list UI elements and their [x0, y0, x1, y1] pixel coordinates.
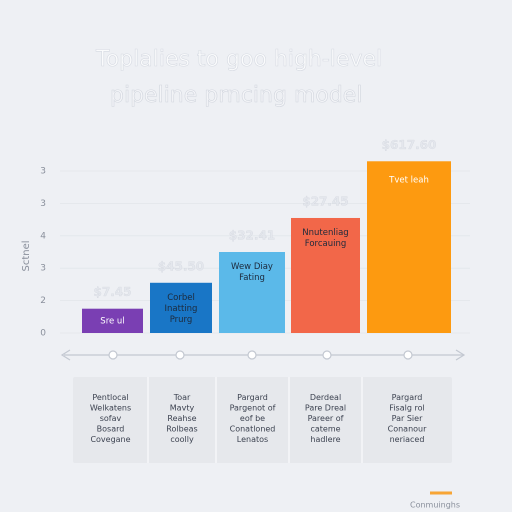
- text-line: Fisalg rol: [389, 403, 424, 412]
- price-annotation: $617.60: [382, 138, 437, 152]
- multiline-text: Wew Diay Fating: [231, 262, 273, 283]
- y-tick-label: 3: [40, 199, 46, 209]
- text-line: Prurg: [170, 314, 193, 324]
- text-line: Reahse: [167, 414, 196, 423]
- text-line: Pargenot of: [230, 403, 276, 412]
- price-annotation: $32.41: [229, 229, 275, 243]
- text-line: Toar: [173, 393, 191, 402]
- text-line: Sre ul: [100, 316, 124, 326]
- text-line: Nnutenliag: [302, 227, 348, 237]
- y-tick-label: 2: [40, 296, 46, 306]
- y-axis-label: Sctnel: [21, 240, 32, 271]
- text-line: sofav: [100, 414, 122, 423]
- text-line: Welkatens: [90, 403, 131, 412]
- multiline-text: Sre ul: [100, 316, 124, 326]
- bar: [150, 282, 212, 333]
- y-tick-label: 3: [40, 167, 46, 177]
- bar: [82, 308, 143, 333]
- text-line: Pare Dreal: [305, 403, 346, 412]
- text-line: Corbel: [167, 292, 195, 302]
- text-line: Pargard: [237, 393, 268, 402]
- text-line: Pareer of: [308, 414, 344, 423]
- title-line: Toplalies to goo high-level: [95, 47, 382, 72]
- text-line: Inatting: [165, 303, 198, 313]
- multiline-text: Derdeal Pare Dreal Pareer of cateme hadlere: [305, 393, 346, 444]
- price-annotation: $27.45: [302, 194, 348, 208]
- timeline-dot: [108, 350, 118, 360]
- text-line: coolly: [170, 435, 194, 444]
- multiline-text: Corbel Inatting Prurg: [165, 292, 198, 324]
- legend-label: Conmuinghs: [410, 501, 460, 510]
- text-line: Derdeal: [310, 393, 341, 402]
- text-line: Forcauing: [305, 238, 347, 248]
- text-line: Lenatos: [237, 435, 268, 444]
- y-tick-label: 3: [40, 264, 46, 274]
- text-line: eof be: [240, 414, 265, 423]
- text-line: Tvet leah: [388, 175, 429, 185]
- timeline-dot: [175, 350, 185, 360]
- price-annotation: $7.45: [94, 285, 132, 299]
- text-line: Par Sier: [392, 414, 423, 423]
- text-line: Pargard: [392, 393, 423, 402]
- timeline-arrows: [60, 349, 466, 361]
- timeline-dot: [403, 350, 413, 360]
- text-line: Bosard: [97, 424, 125, 433]
- bar: [367, 161, 451, 333]
- price-annotation: $45.50: [158, 259, 204, 273]
- multiline-text: Pargard Fisalg rol Par Sier Conanour neriace…: [388, 393, 427, 444]
- text-line: Rolbeas: [166, 424, 197, 433]
- text-line: Conanour: [388, 424, 427, 433]
- text-line: Covegane: [90, 435, 130, 444]
- text-line: hadlere: [310, 435, 340, 444]
- bar: [291, 217, 360, 333]
- description-panel: [73, 377, 452, 463]
- multiline-text: Pargard Pargenot of eof be Conatloned Lenato…: [230, 393, 276, 444]
- timeline-dot: [247, 350, 257, 360]
- y-tick-label: 0: [40, 329, 46, 339]
- multiline-text: Tvet leah: [388, 175, 429, 185]
- text-line: neriaced: [390, 435, 425, 444]
- title-line: pipeline prncing model: [110, 83, 362, 108]
- timeline-dot: [322, 350, 332, 360]
- bar: [219, 252, 285, 333]
- text-line: Mavty: [170, 403, 195, 412]
- text-line: Conatloned: [230, 424, 276, 433]
- text-line: Pentlocal: [92, 393, 128, 402]
- text-line: cateme: [310, 424, 340, 433]
- y-tick-label: 4: [40, 231, 46, 241]
- text-line: Wew Diay: [231, 262, 273, 272]
- multiline-text: Pentlocal Welkatens sofav Bosard Covegane: [90, 393, 131, 444]
- multiline-text: Nnutenliag Forcauing: [302, 227, 348, 248]
- multiline-text: Toar Mavty Reahse Rolbeas coolly: [166, 393, 197, 444]
- text-line: Fating: [239, 273, 265, 283]
